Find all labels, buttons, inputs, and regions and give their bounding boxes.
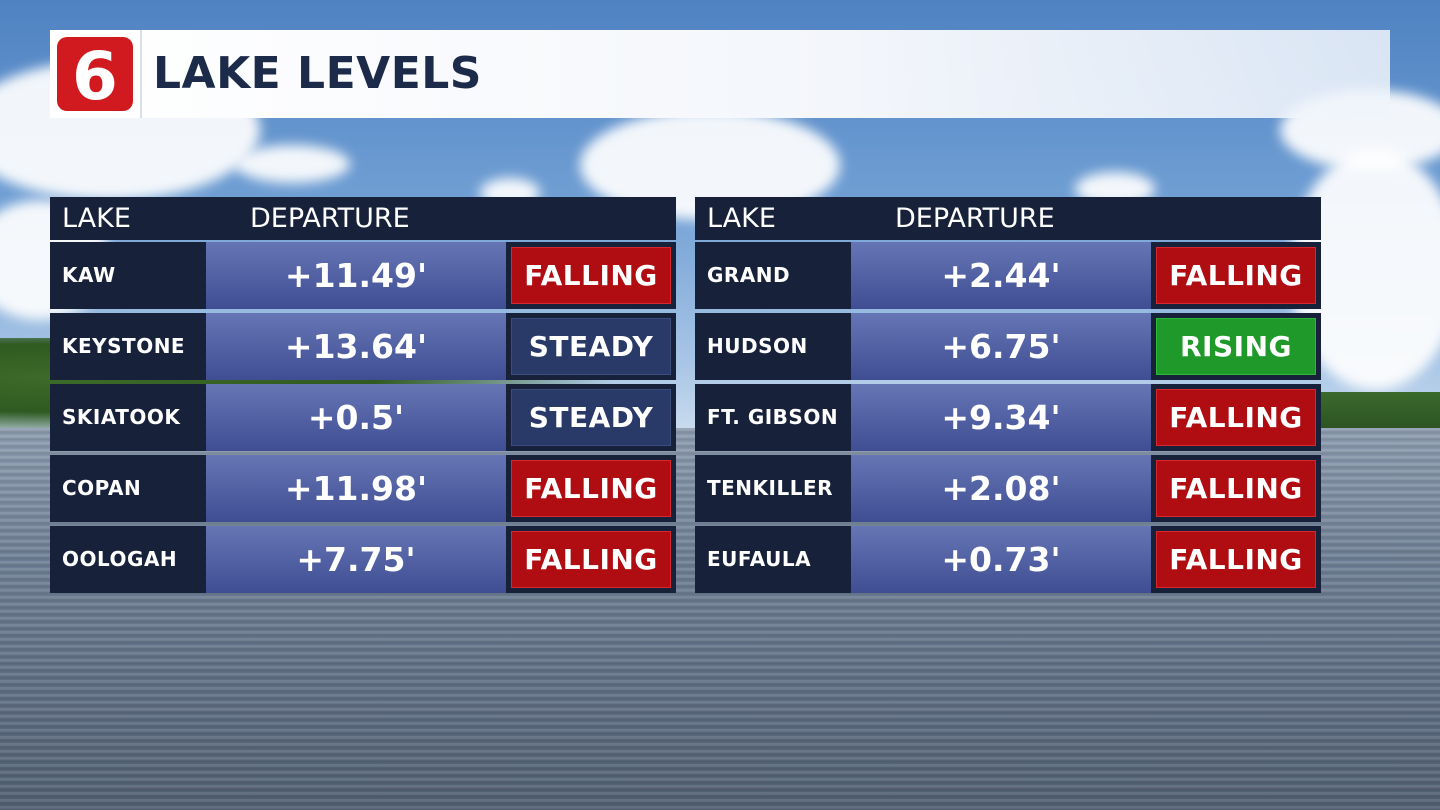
title-bar: 6 LAKE LEVELS (50, 30, 1390, 118)
trend-badge: FALLING (1156, 247, 1316, 304)
departure-value: +0.5' (206, 384, 506, 451)
trend-badge: STEADY (511, 389, 671, 446)
departure-value: +13.64' (206, 313, 506, 380)
column-header-departure: DEPARTURE (250, 203, 410, 234)
trend-badge: STEADY (511, 318, 671, 375)
lake-name: FT. GIBSON (695, 384, 851, 451)
trend-badge: RISING (1156, 318, 1316, 375)
trend-cell: RISING (1151, 313, 1321, 380)
table-body: KAW +11.49' FALLING KEYSTONE +13.64' STE… (50, 242, 676, 593)
table-row: FT. GIBSON +9.34' FALLING (695, 384, 1321, 451)
trend-cell: FALLING (506, 455, 676, 522)
trend-badge: FALLING (1156, 460, 1316, 517)
page-title: LAKE LEVELS (153, 48, 482, 99)
departure-value: +0.73' (851, 526, 1151, 593)
column-header-departure: DEPARTURE (895, 203, 1055, 234)
lake-name: TENKILLER (695, 455, 851, 522)
logo-text: 6 (72, 38, 118, 112)
cloud (235, 145, 350, 183)
trend-badge: FALLING (511, 531, 671, 588)
trend-cell: STEADY (506, 313, 676, 380)
trend-badge: FALLING (511, 460, 671, 517)
lake-name: KAW (50, 242, 206, 309)
trend-cell: FALLING (506, 242, 676, 309)
table-row: HUDSON +6.75' RISING (695, 313, 1321, 380)
table-header: LAKE DEPARTURE (695, 197, 1321, 240)
table-row: TENKILLER +2.08' FALLING (695, 455, 1321, 522)
trend-cell: FALLING (1151, 242, 1321, 309)
trend-badge: FALLING (1156, 531, 1316, 588)
column-header-lake: LAKE (707, 203, 776, 234)
table-row: OOLOGAH +7.75' FALLING (50, 526, 676, 593)
trend-cell: STEADY (506, 384, 676, 451)
trend-cell: FALLING (506, 526, 676, 593)
lake-table-left: LAKE DEPARTURE KAW +11.49' FALLING KEYST… (50, 197, 676, 593)
station-logo: 6 (50, 30, 142, 118)
trend-cell: FALLING (1151, 455, 1321, 522)
departure-value: +11.49' (206, 242, 506, 309)
channel-6-logo-icon: 6 (57, 37, 133, 112)
table-header: LAKE DEPARTURE (50, 197, 676, 240)
table-row: GRAND +2.44' FALLING (695, 242, 1321, 309)
trend-cell: FALLING (1151, 526, 1321, 593)
departure-value: +6.75' (851, 313, 1151, 380)
trend-badge: FALLING (1156, 389, 1316, 446)
table-row: SKIATOOK +0.5' STEADY (50, 384, 676, 451)
departure-value: +7.75' (206, 526, 506, 593)
lake-name: OOLOGAH (50, 526, 206, 593)
trend-badge: FALLING (511, 247, 671, 304)
departure-value: +9.34' (851, 384, 1151, 451)
lake-table-right: LAKE DEPARTURE GRAND +2.44' FALLING HUDS… (695, 197, 1321, 593)
table-row: KEYSTONE +13.64' STEADY (50, 313, 676, 380)
lake-name: COPAN (50, 455, 206, 522)
lake-name: HUDSON (695, 313, 851, 380)
departure-value: +2.44' (851, 242, 1151, 309)
departure-value: +2.08' (851, 455, 1151, 522)
table-row: COPAN +11.98' FALLING (50, 455, 676, 522)
table-row: KAW +11.49' FALLING (50, 242, 676, 309)
table-row: EUFAULA +0.73' FALLING (695, 526, 1321, 593)
table-body: GRAND +2.44' FALLING HUDSON +6.75' RISIN… (695, 242, 1321, 593)
lake-name: KEYSTONE (50, 313, 206, 380)
lake-name: EUFAULA (695, 526, 851, 593)
column-header-lake: LAKE (62, 203, 131, 234)
lake-name: SKIATOOK (50, 384, 206, 451)
lake-name: GRAND (695, 242, 851, 309)
departure-value: +11.98' (206, 455, 506, 522)
trend-cell: FALLING (1151, 384, 1321, 451)
